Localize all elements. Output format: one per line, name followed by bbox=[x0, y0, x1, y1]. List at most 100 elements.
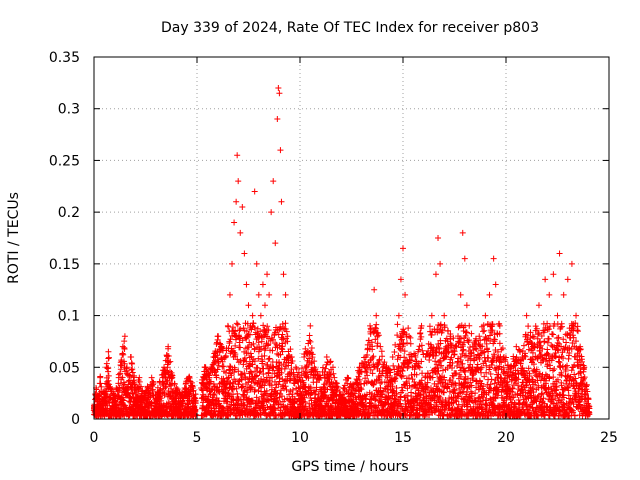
noise-point bbox=[308, 359, 315, 366]
noise-point bbox=[219, 363, 226, 370]
noise-point bbox=[248, 384, 255, 391]
noise-point bbox=[219, 358, 226, 365]
noise-point bbox=[190, 387, 197, 394]
noise-point bbox=[119, 394, 126, 401]
y-tick-label: 0.2 bbox=[58, 205, 80, 221]
noise-point bbox=[233, 400, 240, 407]
x-tick-label: 15 bbox=[394, 430, 412, 446]
noise-point bbox=[214, 366, 221, 373]
noise-point bbox=[276, 362, 283, 369]
noise-point bbox=[279, 348, 286, 355]
noise-point bbox=[105, 372, 112, 379]
x-tick-label: 0 bbox=[90, 430, 99, 446]
noise-point bbox=[128, 366, 135, 373]
noise-point bbox=[251, 324, 258, 331]
x-tick-label: 25 bbox=[600, 430, 618, 446]
noise-point bbox=[313, 384, 320, 391]
noise-point bbox=[314, 368, 321, 375]
noise-point bbox=[214, 384, 221, 391]
noise-point bbox=[278, 393, 285, 400]
noise-point bbox=[232, 351, 239, 358]
noise-point bbox=[231, 349, 238, 356]
noise-point bbox=[149, 386, 156, 393]
noise-point bbox=[269, 347, 276, 354]
noise-point bbox=[266, 397, 273, 404]
noise-point bbox=[289, 386, 296, 393]
noise-point bbox=[187, 378, 194, 385]
noise-point bbox=[307, 389, 314, 396]
noise-point bbox=[258, 345, 265, 352]
noise-point bbox=[227, 336, 234, 343]
noise-point bbox=[249, 361, 256, 368]
noise-point bbox=[307, 384, 314, 391]
noise-point bbox=[213, 374, 220, 381]
noise-point bbox=[230, 380, 237, 387]
noise-point bbox=[236, 327, 243, 334]
noise-point bbox=[162, 373, 169, 380]
noise-point bbox=[235, 368, 242, 375]
noise-point bbox=[280, 325, 287, 332]
noise-point bbox=[255, 355, 262, 362]
noise-point bbox=[222, 385, 229, 392]
noise-point bbox=[149, 378, 156, 385]
noise-point bbox=[269, 336, 276, 343]
noise-point bbox=[215, 387, 222, 394]
noise-cloud bbox=[90, 320, 593, 419]
noise-point bbox=[308, 397, 315, 404]
y-tick-label: 0.05 bbox=[49, 360, 80, 376]
noise-point bbox=[250, 340, 257, 347]
noise-point bbox=[312, 388, 319, 395]
noise-point bbox=[171, 381, 178, 388]
noise-point bbox=[241, 355, 248, 362]
noise-point bbox=[260, 322, 267, 329]
noise-point bbox=[273, 394, 280, 401]
noise-point bbox=[308, 345, 315, 352]
noise-point bbox=[150, 380, 157, 387]
noise-point bbox=[238, 384, 245, 391]
noise-point bbox=[279, 343, 286, 350]
chart-title: Day 339 of 2024, Rate Of TEC Index for r… bbox=[161, 20, 539, 36]
y-tick-label: 0.25 bbox=[49, 153, 80, 169]
noise-point bbox=[192, 412, 199, 419]
noise-point bbox=[241, 402, 248, 409]
noise-point bbox=[309, 351, 316, 358]
noise-point bbox=[233, 385, 240, 392]
noise-point bbox=[243, 358, 250, 365]
noise-point bbox=[282, 383, 289, 390]
y-tick-label: 0.15 bbox=[49, 257, 80, 273]
noise-point bbox=[275, 381, 282, 388]
noise-point bbox=[287, 388, 294, 395]
noise-point bbox=[241, 370, 248, 377]
noise-point bbox=[211, 391, 218, 398]
noise-point bbox=[246, 331, 253, 338]
noise-point bbox=[220, 363, 227, 370]
noise-point bbox=[254, 364, 261, 371]
noise-point bbox=[240, 325, 247, 332]
noise-point bbox=[276, 359, 283, 366]
noise-point bbox=[253, 372, 260, 379]
noise-point bbox=[116, 393, 123, 400]
noise-point bbox=[121, 338, 128, 345]
noise-point bbox=[289, 358, 296, 365]
noise-point bbox=[230, 385, 237, 392]
y-tick-label: 0.35 bbox=[49, 50, 80, 66]
noise-point bbox=[295, 369, 302, 376]
noise-point bbox=[118, 357, 125, 364]
noise-point bbox=[242, 373, 249, 380]
x-tick-label: 5 bbox=[193, 430, 202, 446]
noise-point bbox=[127, 394, 134, 401]
noise-point bbox=[264, 361, 271, 368]
noise-point bbox=[273, 324, 280, 331]
noise-point bbox=[291, 380, 298, 387]
noise-point bbox=[224, 398, 231, 405]
noise-point bbox=[226, 363, 233, 370]
noise-point bbox=[243, 328, 250, 335]
noise-point bbox=[165, 359, 172, 366]
noise-point bbox=[260, 371, 267, 378]
noise-point bbox=[264, 397, 271, 404]
noise-point bbox=[231, 366, 238, 373]
noise-point bbox=[266, 355, 273, 362]
noise-point bbox=[269, 374, 276, 381]
noise-point bbox=[264, 323, 271, 330]
